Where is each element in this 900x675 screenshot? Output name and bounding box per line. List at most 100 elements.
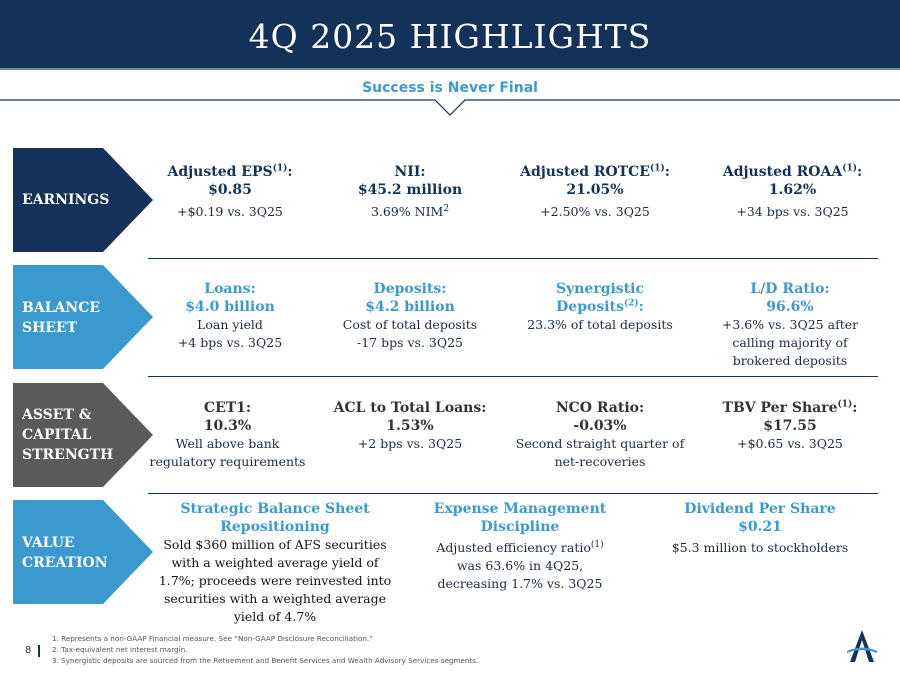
metric-detail: net-recoveries xyxy=(554,454,646,469)
metric-adjusted-rotce: Adjusted ROTCE(1): 21.05% +2.50% vs. 3Q2… xyxy=(505,163,685,221)
section-label-line: VALUE xyxy=(22,535,75,551)
metric-nco-ratio: NCO Ratio: -0.03% Second straight quarte… xyxy=(505,399,695,471)
metric-value: 21.05% xyxy=(566,182,624,198)
chevron-shape xyxy=(13,265,153,369)
row-divider xyxy=(148,493,878,494)
metric-value: $4.2 billion xyxy=(365,299,455,315)
metric-detail: yield of 4.7% xyxy=(233,609,317,624)
metric-value: -0.03% xyxy=(573,418,627,434)
footnote: 1. Represents a non-GAAP Financial measu… xyxy=(52,634,373,643)
metric-ld-ratio: L/D Ratio: 96.6% +3.6% vs. 3Q25 after ca… xyxy=(705,280,875,370)
metric-detail: -17 bps vs. 3Q25 xyxy=(356,335,464,350)
metric-title: Loans: xyxy=(204,281,256,297)
section-label-value: VALUE CREATION xyxy=(22,533,108,573)
footnote: 2. Tax-equivalent net interest margin. xyxy=(52,645,188,654)
section-asset-capital: ASSET & CAPITAL STRENGTH xyxy=(13,383,155,487)
metric-detail: +4 bps vs. 3Q25 xyxy=(177,335,283,350)
section-label-line: ASSET & xyxy=(22,407,92,423)
metric-cet1: CET1: 10.3% Well above bank regulatory r… xyxy=(145,399,310,471)
metric-detail: $5.3 million to stockholders xyxy=(671,540,849,555)
metric-acl-total-loans: ACL to Total Loans: 1.53% +2 bps vs. 3Q2… xyxy=(325,399,495,453)
metric-deposits: Deposits: $4.2 billion Cost of total dep… xyxy=(328,280,492,352)
section-label-line: STRENGTH xyxy=(22,447,114,463)
page-subtitle: Success is Never Final xyxy=(362,80,538,96)
metric-detail: +$0.19 vs. 3Q25 xyxy=(177,204,283,219)
metric-expense-management: Expense Management Discipline Adjusted e… xyxy=(420,500,620,593)
metric-synergistic-deposits: Synergistic Deposits(2): 23.3% of total … xyxy=(510,280,690,334)
metric-detail: +3.6% vs. 3Q25 after xyxy=(721,317,859,332)
metric-value: $17.55 xyxy=(763,418,817,434)
metric-detail: +2.50% vs. 3Q25 xyxy=(540,204,650,219)
metric-title: ACL to Total Loans: xyxy=(333,400,487,416)
metric-title: Repositioning xyxy=(220,519,330,535)
metric-title: L/D Ratio: xyxy=(750,281,830,297)
metric-detail: +$0.65 vs. 3Q25 xyxy=(737,436,843,451)
metric-title: Adjusted EPS(1): xyxy=(167,163,293,180)
section-value-creation: VALUE CREATION xyxy=(13,500,155,604)
metric-detail: Cost of total deposits xyxy=(342,317,478,332)
page-number: 8 xyxy=(25,645,32,656)
metric-detail: Sold $360 million of AFS securities xyxy=(163,537,387,552)
chevron-shape xyxy=(13,500,153,604)
metric-detail: Adjusted efficiency ratio(1) xyxy=(436,539,604,555)
metric-detail: securities with a weighted average xyxy=(163,591,387,606)
metric-title: NCO Ratio: xyxy=(555,400,645,416)
metric-detail: 23.3% of total deposits xyxy=(527,317,673,332)
row-divider xyxy=(148,376,878,377)
metric-detail: was 63.6% in 4Q25, xyxy=(456,558,584,573)
metric-adjusted-roaa: Adjusted ROAA(1): 1.62% +34 bps vs. 3Q25 xyxy=(705,163,880,221)
metric-value: 1.62% xyxy=(768,182,817,198)
metric-title: NII: xyxy=(394,164,426,180)
metric-detail: regulatory requirements xyxy=(149,454,306,469)
metric-title: TBV Per Share(1): xyxy=(722,399,858,416)
footnotes: 1. Represents a non-GAAP Financial measu… xyxy=(52,633,478,666)
section-label-line: SHEET xyxy=(22,320,78,336)
company-logo-icon xyxy=(847,630,877,662)
metric-detail: Second straight quarter of xyxy=(515,436,685,451)
metric-title: Expense Management xyxy=(433,501,607,517)
metric-tbv-per-share: TBV Per Share(1): $17.55 +$0.65 vs. 3Q25 xyxy=(705,399,875,453)
page-title: 4Q 2025 HIGHLIGHTS xyxy=(248,17,652,56)
section-label-line: CREATION xyxy=(22,555,108,571)
metric-balance-sheet-repositioning: Strategic Balance Sheet Repositioning So… xyxy=(150,500,400,626)
metric-title: Dividend Per Share xyxy=(684,501,836,517)
section-label-asset: ASSET & CAPITAL STRENGTH xyxy=(22,405,113,465)
section-label-balance: BALANCE SHEET xyxy=(22,298,100,338)
metric-detail: calling majority of xyxy=(732,335,848,350)
metric-value: 96.6% xyxy=(766,299,814,315)
metric-adjusted-eps: Adjusted EPS(1): $0.85 +$0.19 vs. 3Q25 xyxy=(150,163,310,221)
metric-detail: decreasing 1.7% vs. 3Q25 xyxy=(437,576,603,591)
footnote: 3. Synergistic deposits are sourced from… xyxy=(52,656,479,665)
metric-detail: 1.7%; proceeds were reinvested into xyxy=(158,573,392,588)
metric-title: Adjusted ROTCE(1): xyxy=(520,163,670,180)
page-number-divider xyxy=(38,645,40,657)
metric-detail: 3.69% NIM2 xyxy=(370,203,450,219)
metric-title: Strategic Balance Sheet xyxy=(180,501,370,517)
metric-dividend-per-share: Dividend Per Share $0.21 $5.3 million to… xyxy=(655,500,865,557)
metric-value: 10.3% xyxy=(203,418,252,434)
title-banner: 4Q 2025 HIGHLIGHTS xyxy=(0,0,900,70)
metric-detail: Well above bank xyxy=(175,436,280,451)
section-earnings: EARNINGS xyxy=(13,148,155,252)
section-balance-sheet: BALANCE SHEET xyxy=(13,265,155,369)
metric-title: Synergistic xyxy=(555,281,644,297)
metric-value: $0.85 xyxy=(208,182,252,198)
metric-detail: +34 bps vs. 3Q25 xyxy=(736,204,849,219)
section-label-line: BALANCE xyxy=(22,300,101,316)
section-label-earnings: EARNINGS xyxy=(22,192,110,208)
metric-detail: brokered deposits xyxy=(732,353,848,368)
metric-nii: NII: $45.2 million 3.69% NIM2 xyxy=(335,163,485,221)
row-divider xyxy=(148,258,878,259)
metric-detail: with a weighted average yield of xyxy=(171,555,379,570)
metric-value: 1.53% xyxy=(386,418,434,434)
metric-title: CET1: xyxy=(203,400,252,416)
subtitle-divider xyxy=(0,99,900,116)
chevron-shape xyxy=(13,383,153,487)
metric-detail: Loan yield xyxy=(197,317,263,332)
metric-title: Deposits(2): xyxy=(556,298,644,315)
chevron-shape xyxy=(13,148,153,252)
metric-value: $4.0 billion xyxy=(185,299,275,315)
section-label-line: CAPITAL xyxy=(22,427,92,443)
metric-title: Adjusted ROAA(1): xyxy=(722,163,863,180)
metric-value: $0.21 xyxy=(738,519,782,535)
